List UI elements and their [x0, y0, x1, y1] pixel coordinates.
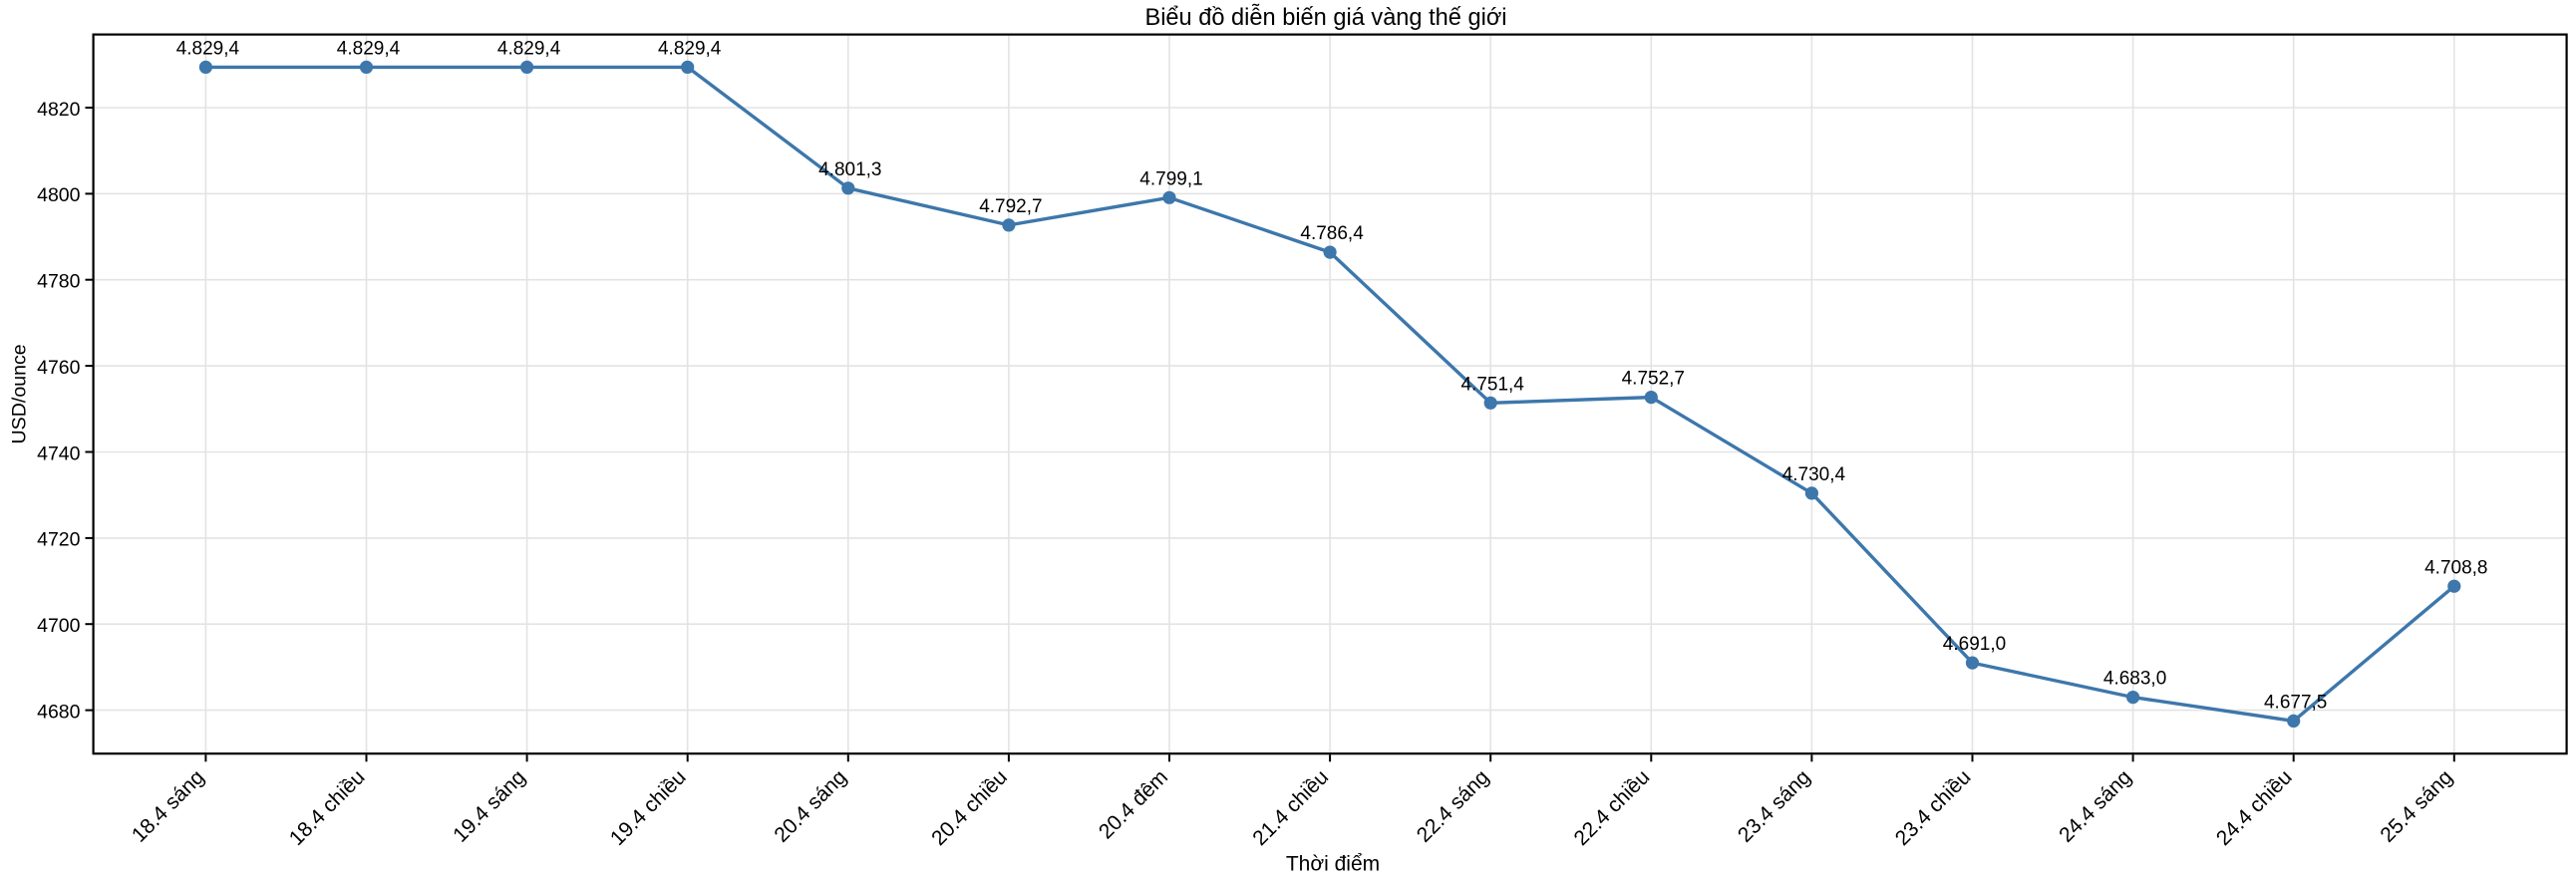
svg-text:4.708,8: 4.708,8	[2424, 557, 2487, 578]
svg-text:4720: 4720	[37, 529, 81, 551]
svg-text:4.829,4: 4.829,4	[658, 39, 722, 60]
svg-text:4700: 4700	[37, 615, 81, 637]
svg-text:4.829,4: 4.829,4	[337, 39, 401, 60]
svg-text:4820: 4820	[37, 99, 81, 121]
svg-text:4.691,0: 4.691,0	[1943, 634, 2006, 655]
svg-text:4800: 4800	[37, 184, 81, 206]
svg-text:4.752,7: 4.752,7	[1622, 369, 1685, 390]
svg-text:4760: 4760	[37, 357, 81, 379]
svg-text:4.829,4: 4.829,4	[176, 39, 240, 60]
svg-text:4.829,4: 4.829,4	[497, 39, 561, 60]
svg-text:4.730,4: 4.730,4	[1782, 464, 1846, 485]
svg-text:USD/ounce: USD/ounce	[9, 344, 31, 443]
svg-text:4780: 4780	[37, 271, 81, 293]
svg-text:Thời điểm: Thời điểm	[1286, 853, 1380, 876]
svg-text:4.677,5: 4.677,5	[2264, 693, 2327, 714]
svg-text:4.786,4: 4.786,4	[1300, 223, 1364, 244]
svg-text:4.683,0: 4.683,0	[2103, 669, 2166, 690]
svg-text:4.792,7: 4.792,7	[979, 196, 1042, 217]
svg-text:4740: 4740	[37, 442, 81, 464]
svg-text:Biểu đồ diễn biến giá vàng thế: Biểu đồ diễn biến giá vàng thế giới	[1144, 4, 1506, 31]
svg-text:4680: 4680	[37, 701, 81, 723]
svg-text:4.799,1: 4.799,1	[1139, 168, 1202, 189]
svg-text:4.801,3: 4.801,3	[818, 159, 881, 180]
svg-text:4.751,4: 4.751,4	[1460, 374, 1524, 395]
